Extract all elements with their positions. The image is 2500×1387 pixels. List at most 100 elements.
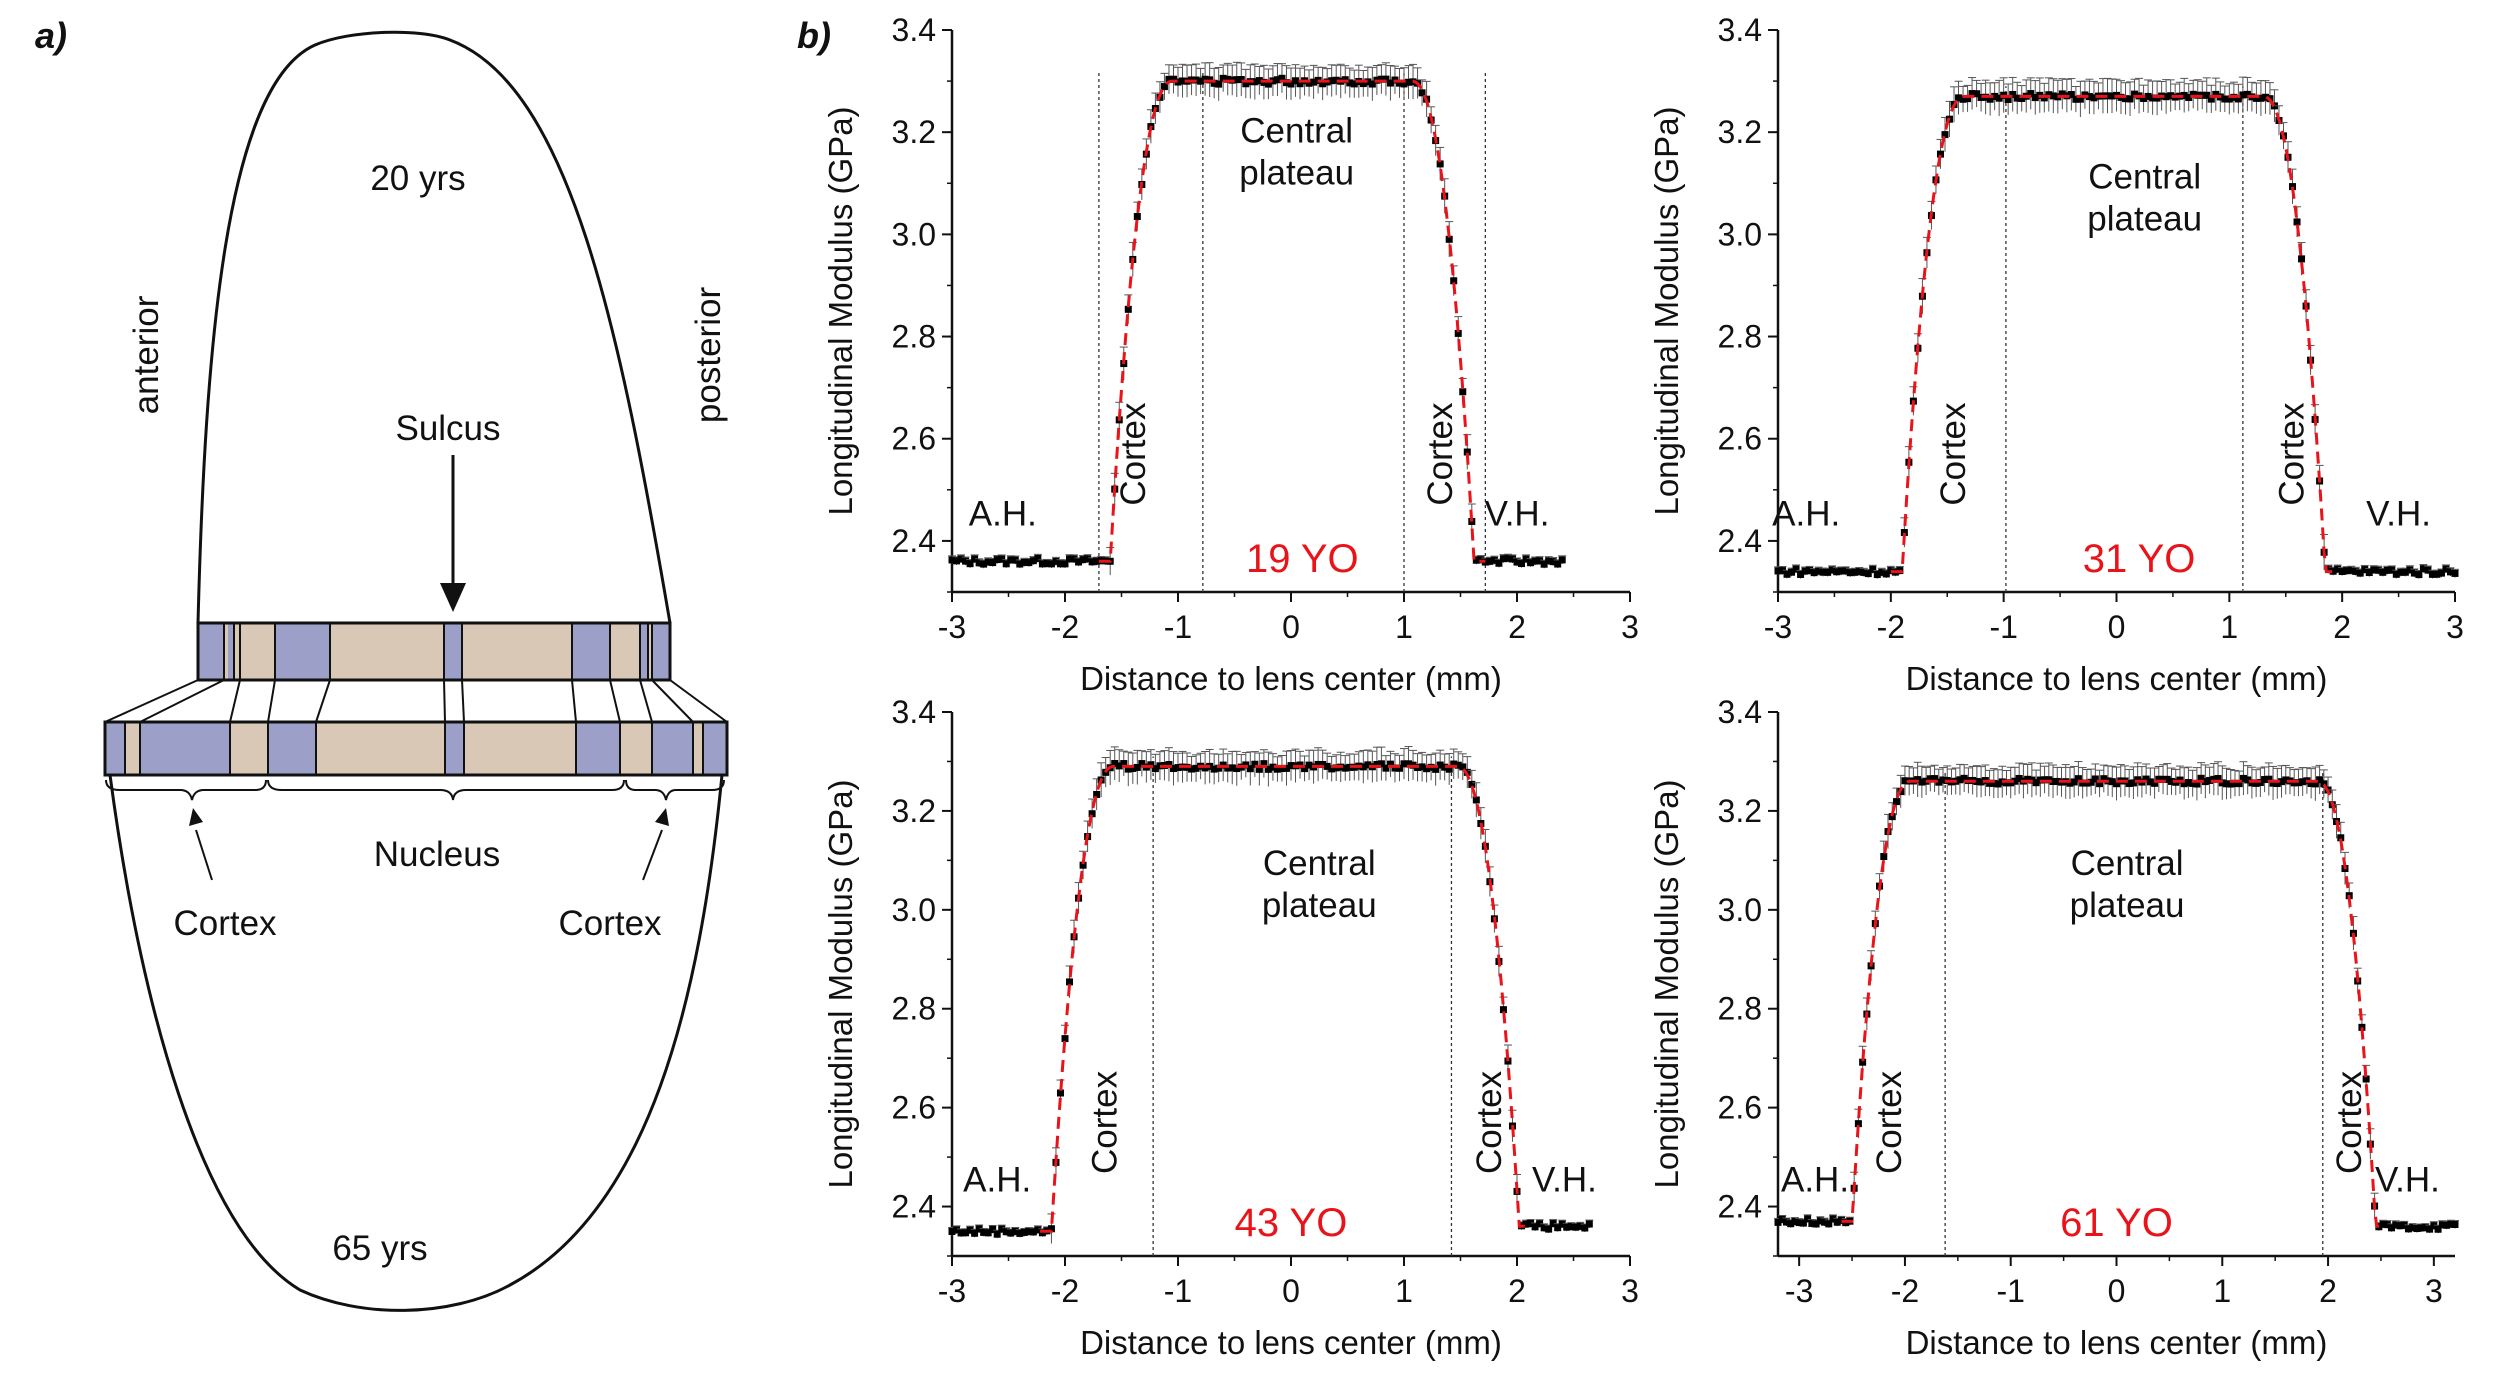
x-axis-title: Distance to lens center (mm) <box>1080 660 1502 697</box>
data-point <box>2356 569 2364 577</box>
data-point <box>1572 1223 1580 1231</box>
data-point <box>1011 556 1019 564</box>
data-point <box>2374 566 2382 574</box>
data-point <box>1400 760 1408 768</box>
data-point <box>966 560 974 568</box>
data-point <box>2421 1224 2429 1232</box>
cortex-right-arrow-head <box>655 808 669 826</box>
data-point <box>1305 761 1313 769</box>
data-point <box>1939 776 1947 784</box>
data-point <box>1282 79 1290 87</box>
data-point <box>1350 80 1358 88</box>
data-point <box>2396 1222 2404 1230</box>
data-point <box>2206 776 2214 784</box>
y-tick-label: 3.4 <box>1718 694 1762 730</box>
data-point <box>2040 94 2048 102</box>
data-point <box>993 1230 1001 1238</box>
data-point <box>2180 780 2188 788</box>
data-point <box>1508 555 1516 563</box>
data-point <box>998 1225 1006 1233</box>
data-point <box>2129 779 2137 787</box>
data-point <box>1833 568 1841 576</box>
data-point <box>1499 555 1507 563</box>
data-point <box>1495 559 1503 567</box>
label-cortex-left: Cortex <box>173 904 277 943</box>
data-point <box>1151 765 1159 773</box>
data-point <box>1405 78 1413 86</box>
annotation-cortex-left: Cortex <box>1870 1070 1909 1174</box>
data-point <box>1156 762 1164 770</box>
data-point <box>2400 1221 2408 1229</box>
data-point <box>1527 1219 1535 1227</box>
label-anterior: anterior <box>127 295 166 414</box>
data-point <box>1545 1225 1553 1233</box>
data-point <box>2388 1224 2396 1232</box>
x-tick-label: 2 <box>2319 1273 2337 1309</box>
data-point <box>2207 95 2215 103</box>
data-point <box>2096 780 2104 788</box>
data-point <box>2087 778 2095 786</box>
data-point <box>1386 760 1394 768</box>
data-point <box>2397 568 2405 576</box>
data-point <box>1210 765 1218 773</box>
data-point <box>2159 775 2167 783</box>
data-point <box>2032 779 2040 787</box>
data-point <box>1251 78 1259 86</box>
data-point <box>1995 94 2003 102</box>
label-sulcus: Sulcus <box>395 409 500 448</box>
data-point <box>2388 566 2396 574</box>
data-point <box>1788 568 1796 576</box>
data-point <box>998 555 1006 563</box>
data-point <box>1869 565 1877 573</box>
data-point <box>2290 779 2298 787</box>
y-tick-label: 2.4 <box>1718 1189 1762 1225</box>
data-point <box>2142 775 2150 783</box>
data-point <box>1287 762 1295 770</box>
data-point <box>2168 777 2176 785</box>
data-point <box>1901 777 1909 785</box>
sulcus-arrow-head <box>440 583 466 612</box>
data-point <box>2011 777 2019 785</box>
y-axis-title: Longitudinal Modulus (GPa) <box>822 106 859 515</box>
data-point <box>1477 556 1485 564</box>
data-point <box>1554 560 1562 568</box>
data-point <box>2067 91 2075 99</box>
data-point <box>1025 1228 1033 1236</box>
data-point <box>2352 567 2360 575</box>
data-point <box>1968 90 1976 98</box>
data-point <box>2293 218 2301 226</box>
data-point <box>1558 1220 1566 1228</box>
data-point <box>1991 92 1999 100</box>
age-label: 61 YO <box>2060 1201 2173 1245</box>
data-point <box>1782 1218 1790 1226</box>
chart-panel-1: 2.4 2.6 2.8 3.0 3.2 3.4 -3 -2 -1 0 1 2 3 Distance to … <box>822 12 1639 697</box>
data-point <box>1576 1222 1584 1230</box>
annotation-plateau-line1: Central <box>1240 111 1353 150</box>
data-point <box>1377 760 1385 768</box>
data-point <box>2197 774 2205 782</box>
panel-a-letter: a) <box>35 15 67 56</box>
data-point <box>1242 80 1250 88</box>
data-point <box>1436 761 1444 769</box>
data-point <box>2269 779 2277 787</box>
data-point <box>1914 776 1922 784</box>
data-point <box>1088 810 1096 818</box>
fit-curve <box>1040 764 1531 1233</box>
data-point <box>2316 776 2324 784</box>
data-point <box>1043 560 1051 568</box>
data-point <box>2347 566 2355 574</box>
data-point <box>2108 778 2116 786</box>
data-point <box>2079 779 2087 787</box>
y-tick-label: 3.2 <box>892 114 936 150</box>
data-point <box>2185 93 2193 101</box>
data-point <box>2167 92 2175 100</box>
label-nucleus: Nucleus <box>374 835 500 874</box>
data-point <box>1052 557 1060 565</box>
lower-cortex-p2 <box>652 722 693 775</box>
data-point <box>1066 978 1074 986</box>
data-point <box>1278 74 1286 82</box>
data-point <box>2027 90 2035 98</box>
y-tick-label: 2.8 <box>1718 319 1762 355</box>
x-tick-label: -1 <box>1996 1273 2024 1309</box>
label-20yrs: 20 yrs <box>370 159 465 198</box>
